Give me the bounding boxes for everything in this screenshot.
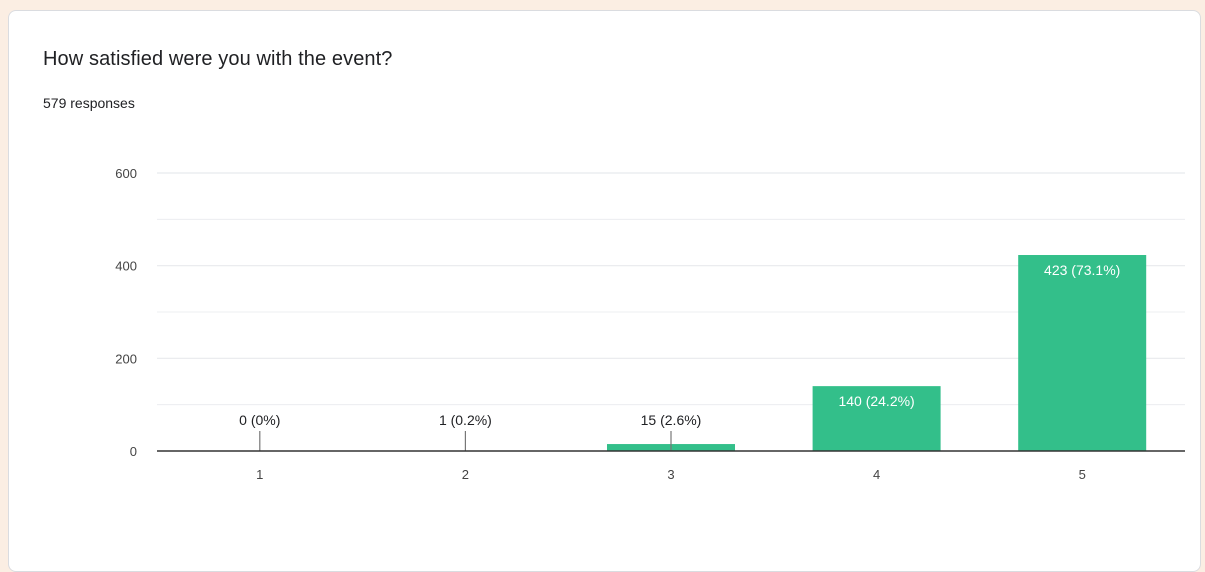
x-tick-label: 5 [1079,467,1086,482]
x-tick-label: 4 [873,467,880,482]
data-label: 140 (24.2%) [838,393,914,409]
data-label: 1 (0.2%) [439,412,492,428]
bar-chart: 0 200 400 600 1 0 (0%) 2 1 (0.2%) 3 15 (2.6%) 4 140… [9,11,1200,551]
y-tick-label: 200 [115,351,137,366]
data-label: 0 (0%) [239,412,280,428]
y-tick-label: 600 [115,166,137,181]
data-label: 423 (73.1%) [1044,262,1120,278]
x-tick-label: 2 [462,467,469,482]
question-card: How satisfied were you with the event? 5… [8,10,1201,572]
data-label: 15 (2.6%) [641,412,702,428]
x-tick-label: 3 [667,467,674,482]
y-tick-label: 400 [115,259,137,274]
x-tick-label: 1 [256,467,263,482]
bar [1018,255,1146,451]
y-tick-label: 0 [130,444,137,459]
